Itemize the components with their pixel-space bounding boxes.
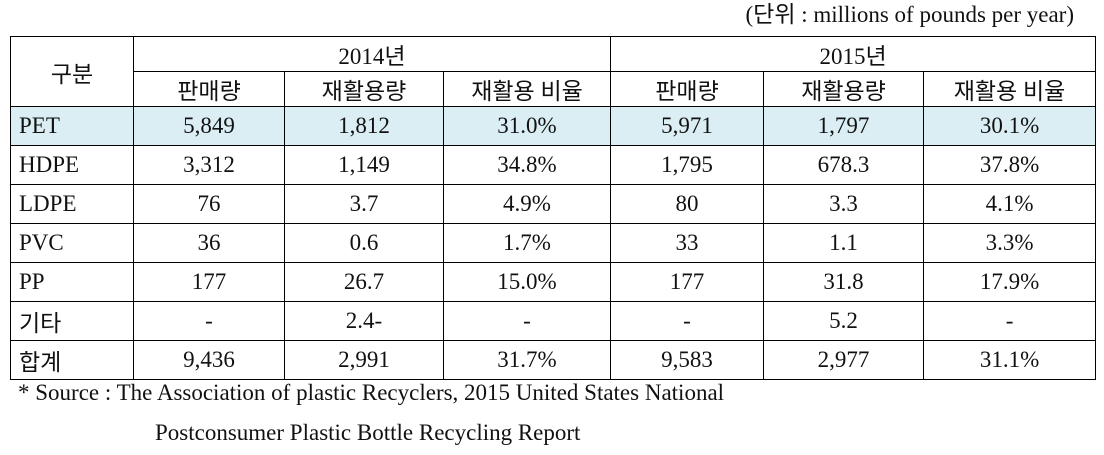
table-cell: 31.0% bbox=[442, 106, 612, 146]
table-cell: 33 bbox=[610, 223, 765, 263]
table-cell: 5,849 bbox=[133, 106, 285, 146]
table-cell: 5,971 bbox=[610, 106, 765, 146]
table-row-total: 합계 9,436 2,991 31.7% 9,583 2,977 31.1% bbox=[10, 340, 1097, 380]
table-cell: 0.6 bbox=[284, 223, 444, 263]
table-cell: 1.7% bbox=[442, 223, 612, 263]
table-row-pp: PP 177 26.7 15.0% 177 31.8 17.9% bbox=[10, 262, 1097, 302]
table-cell: 2,991 bbox=[284, 340, 444, 380]
source-note-line1: * Source : The Association of plastic Re… bbox=[18, 380, 725, 405]
header-recycled-2014: 재활용량 bbox=[284, 71, 444, 107]
plastic-recycling-table: 구분 2014년 2015년 판매량 재활용량 재활용 비율 판매량 재활용량 … bbox=[10, 36, 1097, 380]
table-cell: 5.2 bbox=[763, 301, 925, 341]
header-sales-2014: 판매량 bbox=[133, 71, 285, 107]
table-cell: 678.3 bbox=[763, 145, 925, 185]
header-row-years: 구분 2014년 2015년 bbox=[10, 36, 1097, 107]
table-cell: 1.1 bbox=[763, 223, 925, 263]
table-cell: - bbox=[610, 301, 765, 341]
header-recycled-2015: 재활용량 bbox=[763, 71, 925, 107]
table-cell: 2.4- bbox=[284, 301, 444, 341]
table-cell: - bbox=[133, 301, 285, 341]
table-cell: 1,797 bbox=[763, 106, 925, 146]
row-label: 기타 bbox=[10, 301, 134, 341]
header-category: 구분 bbox=[10, 36, 134, 107]
table-cell: 80 bbox=[610, 184, 765, 224]
table-cell: 30.1% bbox=[923, 106, 1097, 146]
table-cell: - bbox=[442, 301, 612, 341]
table-cell: 9,583 bbox=[610, 340, 765, 380]
table-cell: 15.0% bbox=[442, 262, 612, 302]
header-sales-2015: 판매량 bbox=[610, 71, 765, 107]
header-year-2015: 2015년 bbox=[610, 36, 1097, 72]
table-row-pvc: PVC 36 0.6 1.7% 33 1.1 3.3% bbox=[10, 223, 1097, 263]
table-cell: 76 bbox=[133, 184, 285, 224]
table-cell: 3.3 bbox=[763, 184, 925, 224]
table-cell: 17.9% bbox=[923, 262, 1097, 302]
table-cell: 37.8% bbox=[923, 145, 1097, 185]
header-rate-2015: 재활용 비율 bbox=[923, 71, 1097, 107]
table-cell: 26.7 bbox=[284, 262, 444, 302]
row-label: 합계 bbox=[10, 340, 134, 380]
table-cell: 3.7 bbox=[284, 184, 444, 224]
table-cell: 4.1% bbox=[923, 184, 1097, 224]
table-cell: 2,977 bbox=[763, 340, 925, 380]
table-cell: 4.9% bbox=[442, 184, 612, 224]
row-label: PVC bbox=[10, 223, 134, 263]
header-row-subcolumns: 판매량 재활용량 재활용 비율 판매량 재활용량 재활용 비율 bbox=[11, 71, 1097, 107]
header-year-2014: 2014년 bbox=[132, 36, 612, 72]
table-row-other: 기타 - 2.4- - - 5.2 - bbox=[10, 301, 1097, 341]
table-row-ldpe: LDPE 76 3.7 4.9% 80 3.3 4.1% bbox=[10, 184, 1097, 224]
row-label: HDPE bbox=[10, 145, 134, 185]
table-cell: 1,812 bbox=[284, 106, 444, 146]
table-cell: 31.7% bbox=[442, 340, 612, 380]
row-label: PP bbox=[10, 262, 134, 302]
table-cell: 34.8% bbox=[442, 145, 612, 185]
table-cell: 1,795 bbox=[610, 145, 765, 185]
table-cell: 36 bbox=[133, 223, 285, 263]
table-cell: 31.8 bbox=[763, 262, 925, 302]
table-cell: 1,149 bbox=[284, 145, 444, 185]
header-rate-2014: 재활용 비율 bbox=[442, 71, 612, 107]
row-label: LDPE bbox=[10, 184, 134, 224]
table-cell: - bbox=[923, 301, 1097, 341]
unit-note: (단위 : millions of pounds per year) bbox=[745, 2, 1074, 27]
table-cell: 9,436 bbox=[133, 340, 285, 380]
table-cell: 177 bbox=[610, 262, 765, 302]
table-cell: 31.1% bbox=[923, 340, 1097, 380]
table-row-hdpe: HDPE 3,312 1,149 34.8% 1,795 678.3 37.8% bbox=[10, 145, 1097, 185]
source-note-line2: Postconsumer Plastic Bottle Recycling Re… bbox=[155, 420, 581, 445]
row-label: PET bbox=[10, 106, 134, 146]
table-cell: 177 bbox=[133, 262, 285, 302]
table-row-pet: PET 5,849 1,812 31.0% 5,971 1,797 30.1% bbox=[10, 106, 1097, 146]
table-cell: 3,312 bbox=[133, 145, 285, 185]
table-cell: 3.3% bbox=[923, 223, 1097, 263]
